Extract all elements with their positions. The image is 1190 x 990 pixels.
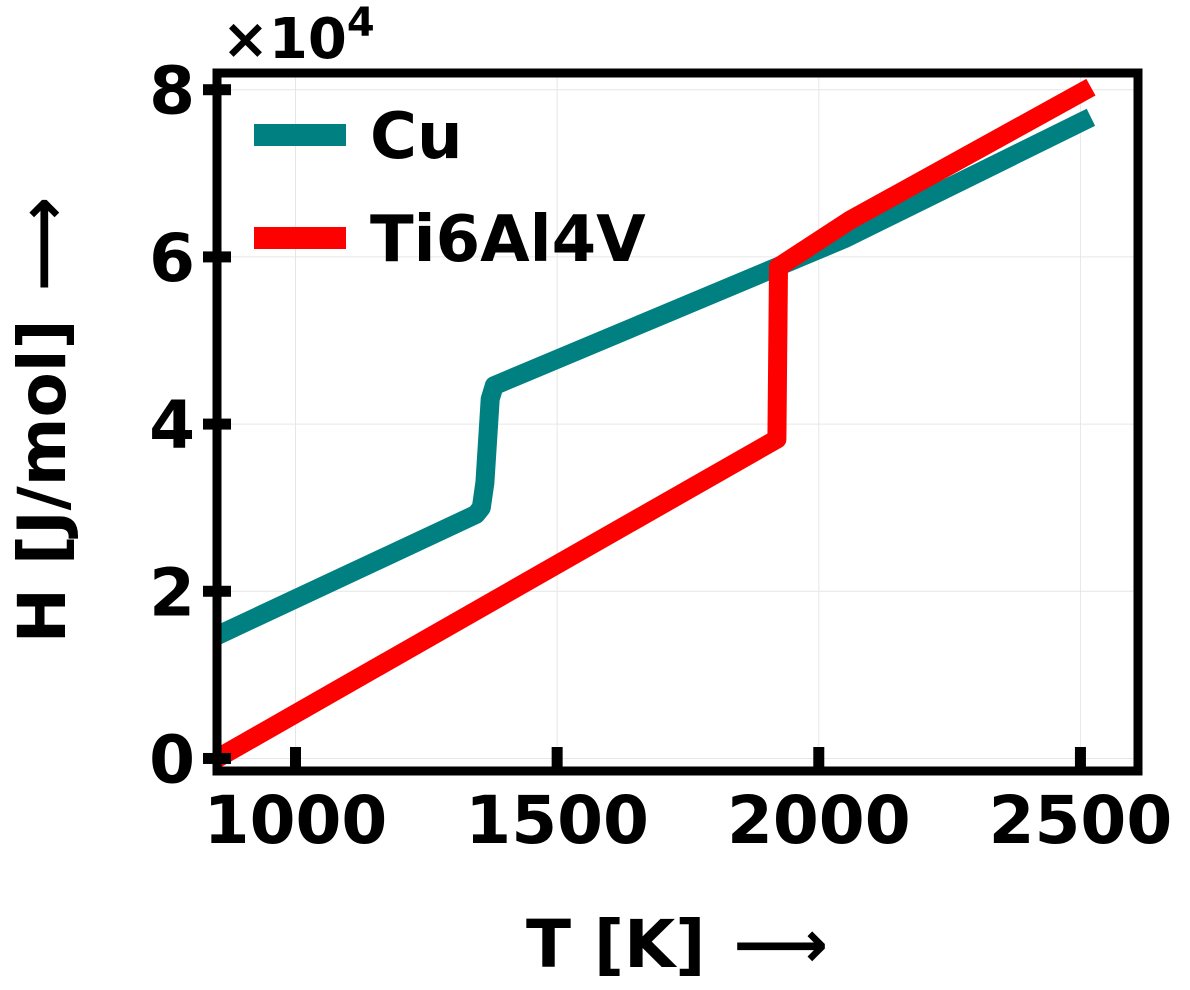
y-multiplier: ×104 — [222, 0, 375, 72]
series-line-ti6al4v — [212, 78, 1096, 767]
series-layer — [212, 78, 1096, 767]
x-tick-label: 2000 — [727, 782, 911, 859]
y-axis-label: H [J/mol]⟶ — [4, 197, 81, 644]
ticks: 1000 1500 2000 2500 0 2 4 6 8 — [149, 53, 1172, 859]
legend-label-cu: Cu — [370, 100, 463, 174]
plot-frame — [212, 68, 1143, 776]
y-tick-label: 8 — [149, 53, 195, 130]
x-tick-label: 1000 — [204, 782, 388, 859]
x-tick-label: 2500 — [989, 782, 1173, 859]
y-tick-label: 2 — [149, 554, 195, 631]
x-tick-label: 1500 — [465, 782, 649, 859]
y-tick-label: 0 — [149, 721, 195, 798]
y-tick-label: 4 — [149, 387, 195, 464]
x-axis-label: T [K] ⟶ — [526, 906, 828, 983]
legend: Cu Ti6Al4V — [254, 100, 646, 277]
y-tick-label: 6 — [149, 220, 195, 297]
legend-label-ti6al4v: Ti6Al4V — [370, 203, 646, 277]
grid — [217, 73, 1138, 771]
series-line-cu — [212, 108, 1096, 645]
